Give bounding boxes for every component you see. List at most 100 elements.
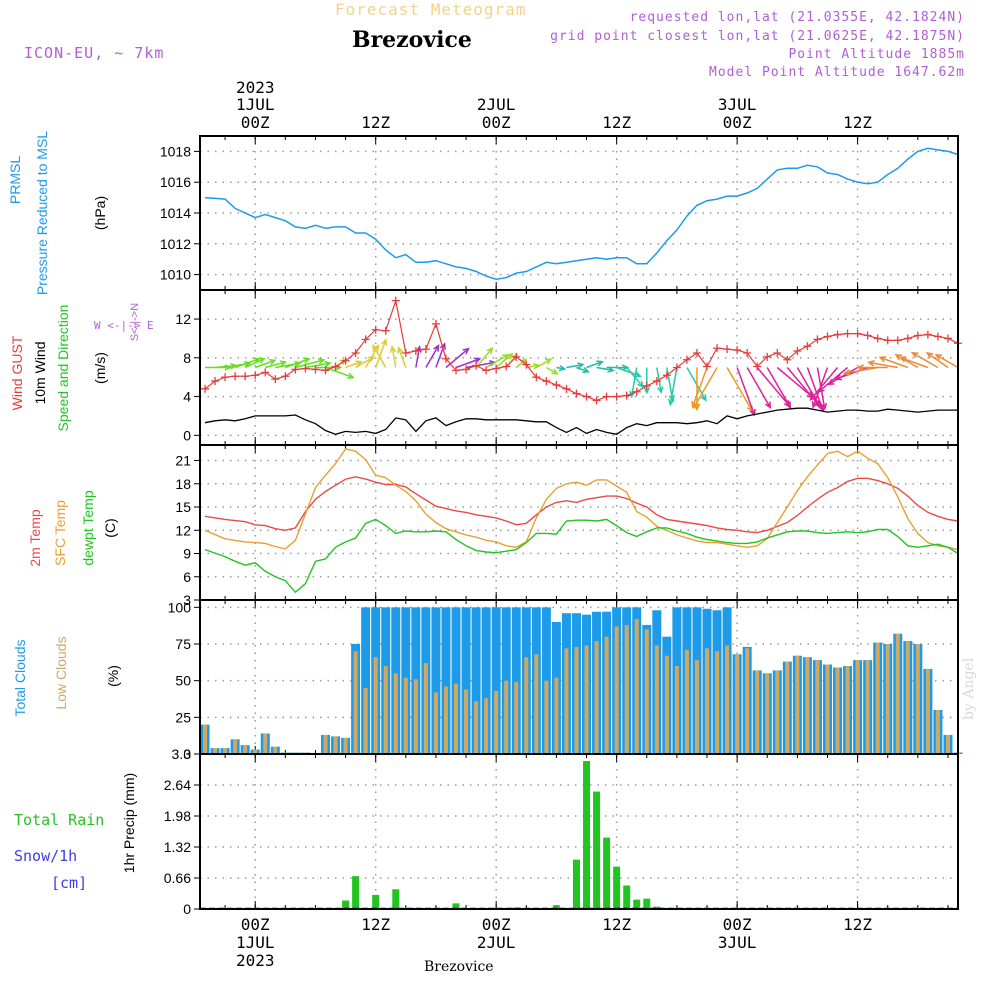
wind-vector [726,367,753,412]
y-tick-label: 0.66 [164,870,191,886]
wind-vector [844,366,878,375]
bottom-time-label: 12Z [843,915,872,934]
total-clouds-bar [541,607,551,754]
gust-marker [401,348,410,357]
low-clouds-bar [745,648,750,754]
wind-vector-head [856,364,865,371]
rain-bar [392,889,400,909]
gust-marker [893,336,902,345]
low-clouds-bar [464,689,469,754]
wind-vector-head [764,401,772,410]
wind-vector [926,352,949,369]
wind-dir-label: Speed and Direction [55,304,71,432]
gust-marker [221,373,230,382]
gust-marker [763,352,772,361]
wind-vector [545,366,558,375]
gust-marker [311,365,320,374]
low-clouds-label: Low Clouds [53,636,69,710]
gust-marker [452,366,461,375]
rain-bar [653,906,661,909]
wind-vector [535,358,552,369]
hpa-label: (hPa) [92,195,108,231]
low-clouds-bar [554,677,559,754]
wind-vector-head [397,346,404,354]
gust-marker [642,381,651,390]
wind-vector-head [634,371,642,378]
low-clouds-bar [343,737,348,754]
low-clouds-bar [423,663,428,754]
gust-marker [612,392,621,401]
gust-marker [271,375,280,384]
low-clouds-bar [223,748,228,754]
wind-vector [515,358,527,369]
gust-marker [281,372,290,381]
low-clouds-bar [263,733,268,754]
gust-marker [361,335,370,344]
wind-vector [475,347,493,368]
wind-vector [818,366,849,393]
low-clouds-bar [253,749,258,754]
panel-border [199,753,959,910]
wind-vector-head [817,386,825,393]
low-clouds-bar [875,642,880,754]
y-tick-label: 1012 [160,236,191,252]
y-tick-label: 21 [175,453,191,469]
low-clouds-bar [694,660,699,754]
gust-marker [923,330,932,339]
gust-marker [632,387,641,396]
top-time-label: 12Z [843,113,872,132]
total-clouds-bar [361,607,371,754]
wind-vector [265,361,286,369]
gust-marker [371,325,380,334]
gust-marker [291,365,300,374]
low-clouds-bar [644,629,649,754]
total-rain-label: Total Rain [14,811,105,829]
wind-vector [786,367,821,407]
low-clouds-bar [524,657,529,754]
gust-marker [251,371,260,380]
wind-vector-head [324,360,332,368]
model-label: ICON-EU, ~ 7km [24,44,165,62]
low-clouds-bar [273,746,278,754]
gust-marker [773,348,782,357]
low-clouds-bar [443,686,448,754]
wind-vector [234,358,260,369]
wind-vector [776,366,814,398]
low-clouds-bar [393,673,398,754]
top-time-label: 12Z [602,113,631,132]
gust-marker [201,384,210,393]
wind-vector-head [657,386,664,395]
gust-marker [331,362,340,371]
low-clouds-bar [484,698,489,754]
gust-marker [261,368,270,377]
wind-vector-head [544,358,553,365]
low-clouds-bar [795,655,800,754]
gust-marker [933,332,942,341]
wind-vector [391,346,397,368]
bottom-year-label: 2023 [236,951,275,970]
wind-vector [746,367,771,408]
wind-vector [935,354,959,369]
gust-marker [572,389,581,398]
wind-vector [455,358,480,369]
wind-vector [345,361,362,369]
low-clouds-bar [715,651,720,754]
wind-vector [365,345,379,368]
gust-marker [502,362,511,371]
prmsl-line [204,147,959,280]
wind-vector-head [934,354,943,361]
gust-marker [582,392,591,401]
gust-marker [341,356,350,365]
prmsl-long-label: Pressure Reduced to MSL [34,130,50,296]
wind-vector-head [347,372,355,379]
model-point-altitude: Model Point Altitude 1647.62m [709,65,965,80]
gust-marker [833,330,842,339]
gust-marker [441,354,450,363]
low-clouds-bar [905,641,910,754]
total-clouds-bar [471,607,481,754]
low-clouds-bar [353,651,358,754]
gust-marker [321,366,330,375]
gust-marker [391,296,400,305]
gust-marker [592,396,601,405]
top-time-label: 00Z [241,113,270,132]
